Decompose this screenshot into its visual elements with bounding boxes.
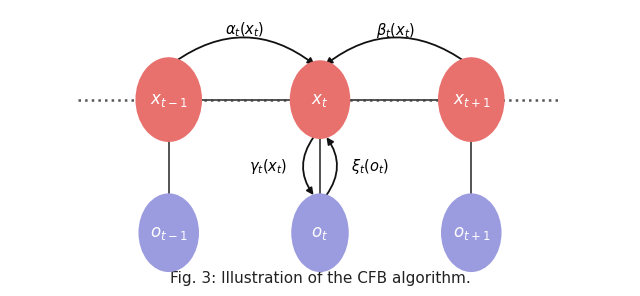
Text: $\xi_t(o_t)$: $\xi_t(o_t)$ [351,157,388,176]
Ellipse shape [138,193,199,272]
Text: $x_{t+1}$: $x_{t+1}$ [452,91,490,109]
Ellipse shape [136,57,202,142]
Ellipse shape [441,193,502,272]
Text: Fig. 3: Illustration of the CFB algorithm.: Fig. 3: Illustration of the CFB algorith… [170,271,470,286]
Text: $x_{t-1}$: $x_{t-1}$ [150,91,188,109]
Text: $\alpha_t(x_t)$: $\alpha_t(x_t)$ [225,21,264,39]
Text: $o_{t+1}$: $o_{t+1}$ [452,224,490,242]
Text: $o_{t}$: $o_{t}$ [312,224,328,242]
Ellipse shape [290,60,350,139]
Text: $\gamma_t(x_t)$: $\gamma_t(x_t)$ [250,157,288,176]
Text: $o_{t-1}$: $o_{t-1}$ [150,224,188,242]
Ellipse shape [291,193,349,272]
Text: $x_{t}$: $x_{t}$ [312,91,328,109]
Text: $\beta_t(x_t)$: $\beta_t(x_t)$ [376,20,415,39]
Ellipse shape [438,57,504,142]
